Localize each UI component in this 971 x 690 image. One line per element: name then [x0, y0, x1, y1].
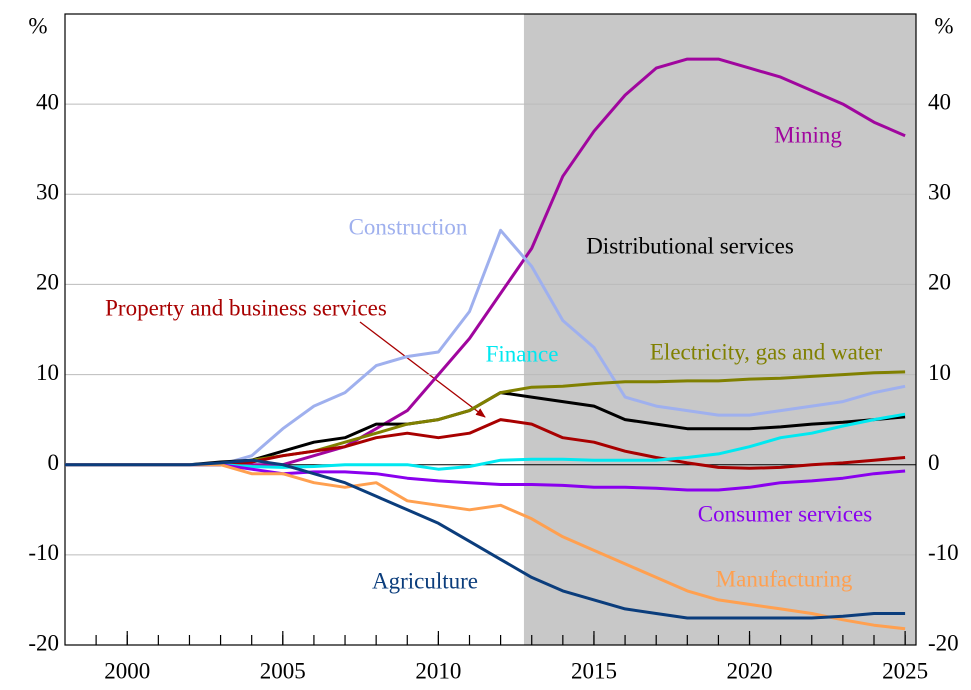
y2-axis-unit: % [934, 13, 953, 38]
series-label: Consumer services [698, 501, 872, 526]
forecast-shading [523, 14, 916, 645]
series-label: Manufacturing [716, 566, 853, 591]
series-label: Electricity, gas and water [650, 339, 883, 364]
y2-tick-label: 0 [928, 450, 940, 475]
series-label: Construction [349, 214, 468, 239]
y-tick-label: 0 [48, 450, 60, 475]
series-label: Mining [774, 122, 842, 147]
x-tick-label: 2015 [571, 658, 617, 683]
y-tick-label: 10 [36, 360, 59, 385]
x-tick-label: 2010 [415, 658, 461, 683]
x-tick-label: 2025 [882, 658, 928, 683]
series-label: Finance [486, 341, 559, 366]
x-tick-label: 2000 [104, 658, 150, 683]
series-line [65, 458, 906, 620]
series-label: Property and business services [105, 295, 387, 320]
y2-tick-label: 30 [928, 180, 951, 205]
x-tick-label: 2005 [260, 658, 306, 683]
plot-border [64, 13, 917, 646]
y2-tick-label: -10 [928, 540, 959, 565]
y-axis-unit: % [28, 13, 47, 38]
y-tick-label: -10 [28, 540, 59, 565]
series-label: Agriculture [372, 568, 478, 593]
annotation-arrow [359, 321, 486, 418]
y2-tick-label: -20 [928, 630, 959, 655]
x-tick-label: 2020 [727, 658, 773, 683]
y2-tick-label: 20 [928, 270, 951, 295]
y-tick-label: -20 [28, 630, 59, 655]
series-label: Distributional services [586, 233, 794, 258]
y-tick-label: 40 [36, 89, 59, 114]
y-tick-label: 30 [36, 180, 59, 205]
y-tick-label: 20 [36, 270, 59, 295]
y2-tick-label: 10 [928, 360, 951, 385]
y2-tick-label: 40 [928, 89, 951, 114]
